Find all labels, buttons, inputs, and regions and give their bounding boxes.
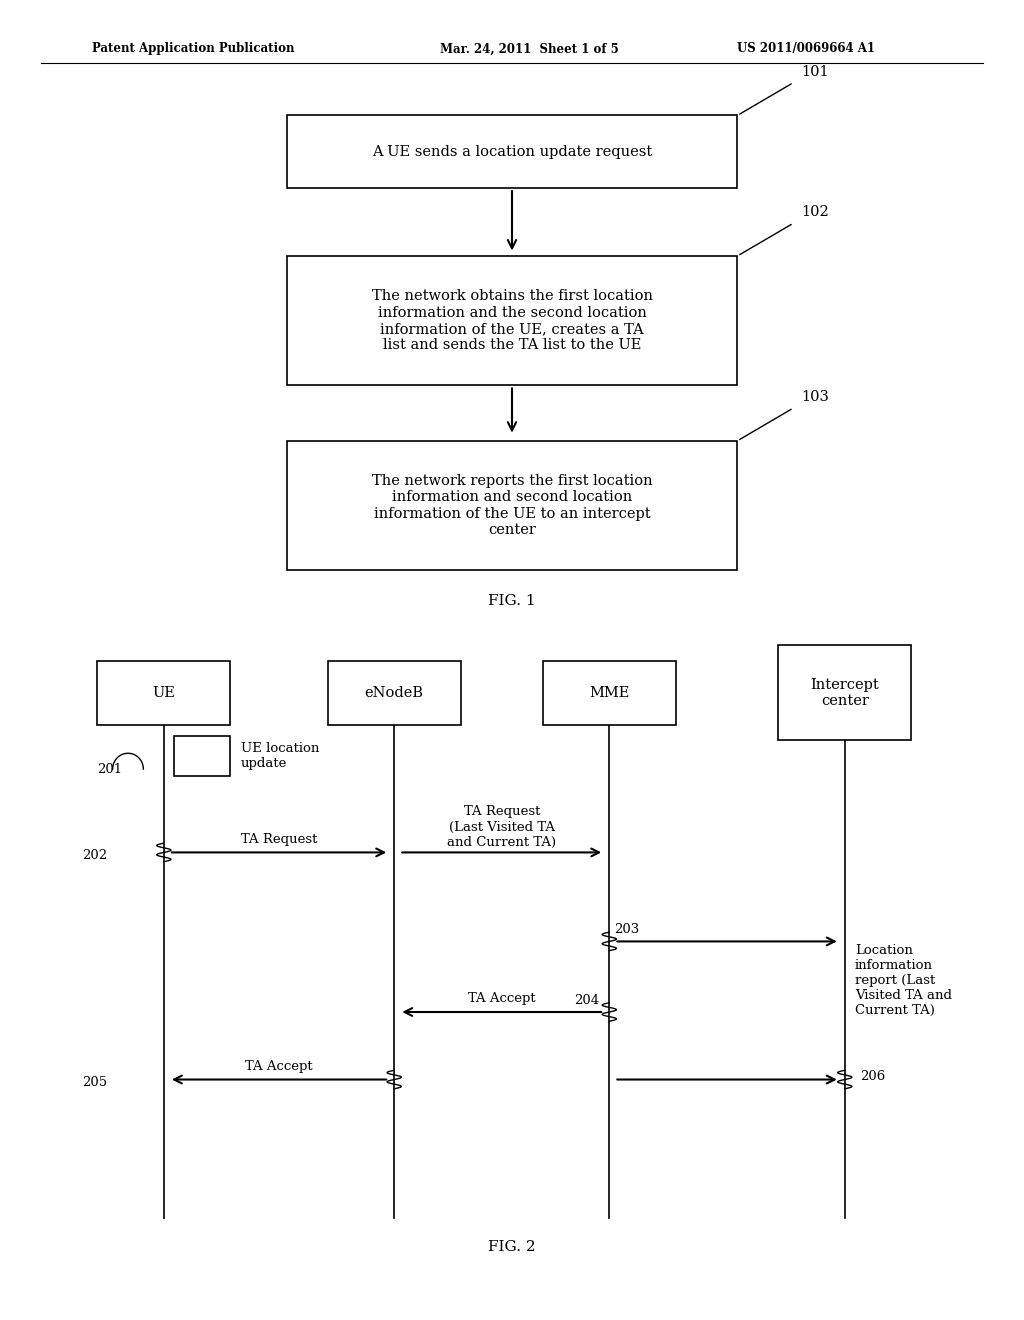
FancyBboxPatch shape [328,661,461,725]
Text: MME: MME [589,686,630,700]
Text: FIG. 1: FIG. 1 [488,594,536,607]
FancyBboxPatch shape [174,735,230,776]
FancyBboxPatch shape [778,645,911,741]
FancyBboxPatch shape [287,441,737,570]
FancyBboxPatch shape [543,661,676,725]
Text: 102: 102 [801,205,828,219]
Text: UE location
update: UE location update [241,742,319,770]
Text: Patent Application Publication: Patent Application Publication [92,42,295,55]
Text: FIG. 2: FIG. 2 [488,1239,536,1254]
Text: TA Accept: TA Accept [468,993,536,1006]
Text: 103: 103 [801,389,828,404]
Text: US 2011/0069664 A1: US 2011/0069664 A1 [737,42,876,55]
Text: Mar. 24, 2011  Sheet 1 of 5: Mar. 24, 2011 Sheet 1 of 5 [440,42,620,55]
Text: TA Request
(Last Visited TA
and Current TA): TA Request (Last Visited TA and Current … [447,805,556,849]
FancyBboxPatch shape [97,661,230,725]
Text: Intercept
center: Intercept center [810,677,880,708]
Text: 204: 204 [573,994,599,1007]
Text: The network obtains the first location
information and the second location
infor: The network obtains the first location i… [372,289,652,352]
Text: 205: 205 [82,1076,108,1089]
Text: The network reports the first location
information and second location
informati: The network reports the first location i… [372,474,652,537]
Text: TA Request: TA Request [241,833,317,846]
FancyBboxPatch shape [287,115,737,187]
Text: UE: UE [153,686,175,700]
Text: A UE sends a location update request: A UE sends a location update request [372,145,652,158]
Text: 202: 202 [82,849,108,862]
FancyBboxPatch shape [287,256,737,385]
Text: TA Accept: TA Accept [245,1060,313,1073]
Text: eNodeB: eNodeB [365,686,424,700]
Text: 203: 203 [614,923,640,936]
Text: Location
information
report (Last
Visited TA and
Current TA): Location information report (Last Visite… [855,944,952,1018]
Text: 201: 201 [97,763,123,776]
Text: 101: 101 [801,65,828,79]
Text: 206: 206 [860,1071,886,1084]
